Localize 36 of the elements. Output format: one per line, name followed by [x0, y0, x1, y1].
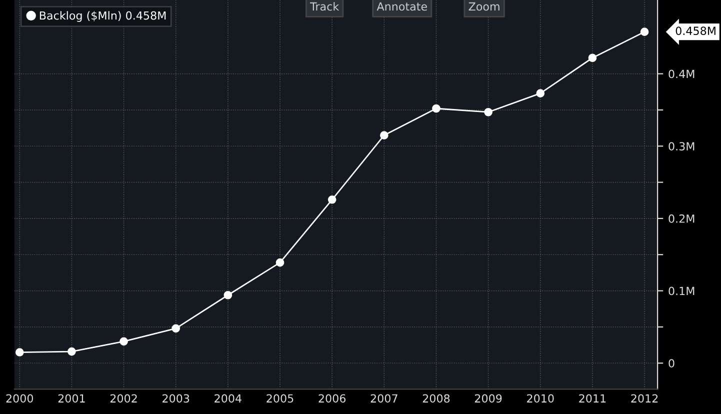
x-tick-label: 2009	[474, 394, 502, 403]
x-tick-label: 2010	[527, 394, 554, 403]
x-tick-label: 2004	[214, 394, 242, 403]
point	[276, 258, 284, 267]
annotation: Track	[310, 2, 340, 11]
x-tick-label: 2007	[370, 394, 398, 403]
x-tick-label: 2001	[58, 394, 85, 403]
point	[484, 108, 492, 116]
y-tick-label: 0.4M	[668, 70, 694, 78]
annotation: Annotate	[376, 2, 427, 11]
x-tick-label: 2005	[266, 394, 294, 403]
x-tick-label: 2006	[318, 394, 346, 403]
point	[588, 54, 597, 62]
x-tick-label: 2000	[6, 394, 34, 403]
y-tick-label: 0.1M	[668, 286, 694, 296]
point	[432, 104, 440, 113]
point	[172, 324, 180, 333]
legend-label: Backlog ($Mln) 0.458M	[40, 11, 166, 22]
point	[536, 89, 545, 98]
x-tick-label: 2008	[422, 394, 450, 403]
point	[224, 290, 232, 300]
point	[380, 131, 388, 140]
y-tick-label: 0.3M	[668, 142, 694, 150]
point	[328, 195, 336, 204]
y-tick-label: 0	[668, 359, 674, 368]
point	[15, 348, 24, 356]
x-tick-label: 2002	[110, 394, 137, 403]
annotation: Zoom	[468, 2, 500, 11]
point	[120, 337, 128, 346]
y-tick-label: 0.2M	[668, 214, 694, 223]
x-tick-label: 2012	[631, 394, 658, 403]
point	[640, 28, 649, 36]
x-tick-label: 2011	[579, 394, 606, 403]
point	[68, 347, 76, 356]
x-tick-label: 2003	[162, 394, 190, 403]
annotation: 0.458M	[676, 26, 716, 36]
